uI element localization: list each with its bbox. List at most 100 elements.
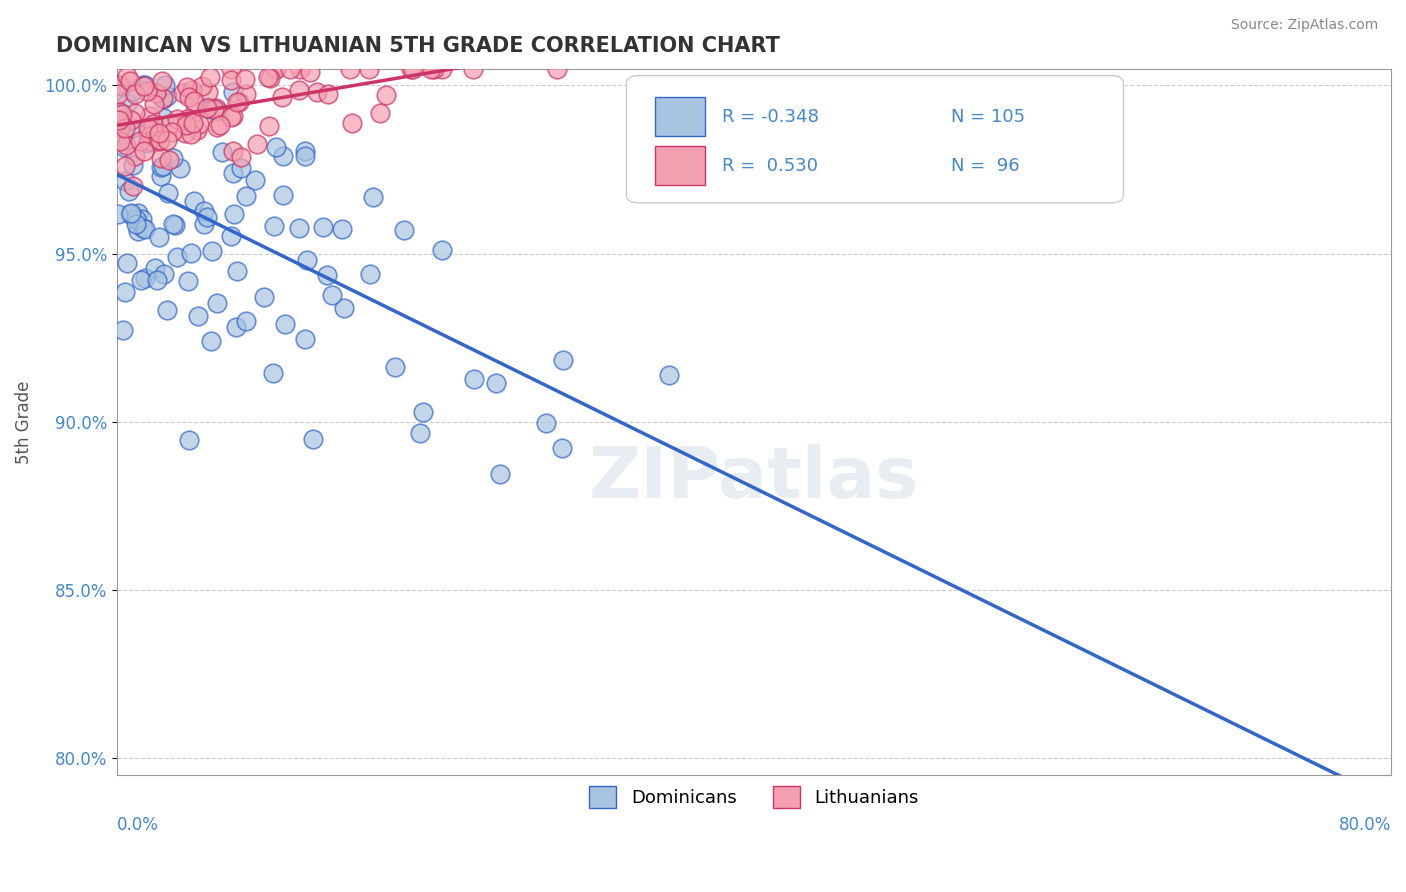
Lithuanians bbox=[202, 102, 225, 116]
Dominicans bbox=[107, 207, 129, 221]
Dominicans bbox=[658, 368, 681, 383]
Dominicans bbox=[125, 218, 148, 232]
Dominicans bbox=[312, 219, 335, 234]
Lithuanians bbox=[179, 90, 201, 104]
Lithuanians bbox=[221, 109, 243, 123]
Dominicans bbox=[201, 244, 224, 258]
Dominicans bbox=[263, 219, 285, 234]
Lithuanians bbox=[208, 118, 231, 132]
Dominicans bbox=[536, 416, 558, 430]
Dominicans bbox=[361, 190, 384, 204]
Lithuanians bbox=[136, 126, 159, 140]
Lithuanians bbox=[264, 62, 287, 76]
Text: R = -0.348: R = -0.348 bbox=[723, 108, 818, 126]
FancyBboxPatch shape bbox=[655, 146, 706, 186]
Dominicans bbox=[273, 317, 295, 331]
Lithuanians bbox=[219, 110, 242, 124]
Dominicans bbox=[200, 103, 222, 117]
Lithuanians bbox=[172, 87, 194, 101]
Dominicans bbox=[384, 359, 406, 374]
Lithuanians bbox=[139, 129, 162, 144]
Lithuanians bbox=[430, 62, 453, 76]
Lithuanians bbox=[150, 152, 173, 166]
Dominicans bbox=[118, 206, 141, 220]
Lithuanians bbox=[375, 87, 398, 102]
Lithuanians bbox=[257, 70, 280, 84]
Dominicans bbox=[262, 367, 284, 381]
Lithuanians bbox=[191, 79, 214, 94]
Lithuanians bbox=[160, 125, 183, 139]
Dominicans bbox=[131, 221, 153, 235]
Lithuanians bbox=[142, 117, 165, 131]
Dominicans bbox=[132, 78, 155, 93]
Lithuanians bbox=[114, 159, 136, 173]
Dominicans bbox=[489, 467, 512, 482]
Dominicans bbox=[153, 267, 176, 281]
Dominicans bbox=[166, 250, 188, 264]
FancyBboxPatch shape bbox=[655, 97, 706, 136]
Lithuanians bbox=[136, 84, 159, 98]
Lithuanians bbox=[186, 122, 208, 136]
Lithuanians bbox=[180, 127, 202, 141]
Lithuanians bbox=[246, 137, 269, 152]
Lithuanians bbox=[156, 132, 179, 146]
Dominicans bbox=[551, 442, 574, 456]
Dominicans bbox=[177, 274, 200, 288]
Lithuanians bbox=[461, 62, 484, 76]
Lithuanians bbox=[188, 117, 211, 131]
Dominicans bbox=[114, 285, 136, 300]
Dominicans bbox=[108, 107, 131, 121]
Lithuanians bbox=[271, 89, 294, 103]
Lithuanians bbox=[150, 74, 173, 88]
Dominicans bbox=[157, 186, 180, 201]
Lithuanians bbox=[115, 69, 138, 83]
Lithuanians bbox=[174, 127, 197, 141]
Dominicans bbox=[114, 140, 136, 154]
Dominicans bbox=[122, 158, 145, 172]
Dominicans bbox=[110, 117, 132, 131]
Lithuanians bbox=[420, 62, 443, 76]
Lithuanians bbox=[124, 106, 146, 120]
Dominicans bbox=[121, 84, 143, 98]
Dominicans bbox=[316, 268, 339, 282]
Lithuanians bbox=[152, 91, 174, 105]
Dominicans bbox=[200, 334, 222, 349]
Dominicans bbox=[553, 353, 575, 368]
Text: ZIPatlas: ZIPatlas bbox=[589, 444, 920, 513]
Dominicans bbox=[485, 376, 508, 390]
Dominicans bbox=[219, 229, 242, 244]
Lithuanians bbox=[546, 62, 568, 76]
Lithuanians bbox=[183, 103, 205, 118]
Dominicans bbox=[115, 256, 138, 270]
Lithuanians bbox=[342, 116, 364, 130]
Dominicans bbox=[143, 260, 166, 275]
Dominicans bbox=[463, 372, 485, 386]
Dominicans bbox=[273, 188, 295, 202]
Lithuanians bbox=[176, 112, 198, 126]
Dominicans bbox=[115, 95, 138, 110]
FancyBboxPatch shape bbox=[627, 76, 1123, 202]
Lithuanians bbox=[235, 87, 257, 101]
Dominicans bbox=[392, 223, 415, 237]
Text: 80.0%: 80.0% bbox=[1339, 815, 1391, 833]
Dominicans bbox=[156, 303, 179, 318]
Lithuanians bbox=[143, 96, 166, 111]
Dominicans bbox=[333, 301, 356, 316]
Dominicans bbox=[301, 432, 323, 446]
Dominicans bbox=[149, 169, 172, 183]
Dominicans bbox=[288, 220, 311, 235]
Lithuanians bbox=[399, 62, 422, 76]
Lithuanians bbox=[307, 86, 329, 100]
Dominicans bbox=[205, 296, 228, 310]
Dominicans bbox=[111, 127, 134, 141]
Dominicans bbox=[294, 145, 316, 159]
Lithuanians bbox=[138, 134, 160, 148]
Lithuanians bbox=[111, 106, 134, 120]
Dominicans bbox=[127, 206, 149, 220]
Lithuanians bbox=[114, 121, 136, 136]
Dominicans bbox=[134, 270, 156, 285]
Lithuanians bbox=[339, 62, 361, 76]
Lithuanians bbox=[181, 115, 204, 129]
Dominicans bbox=[111, 323, 134, 337]
Lithuanians bbox=[139, 109, 162, 123]
